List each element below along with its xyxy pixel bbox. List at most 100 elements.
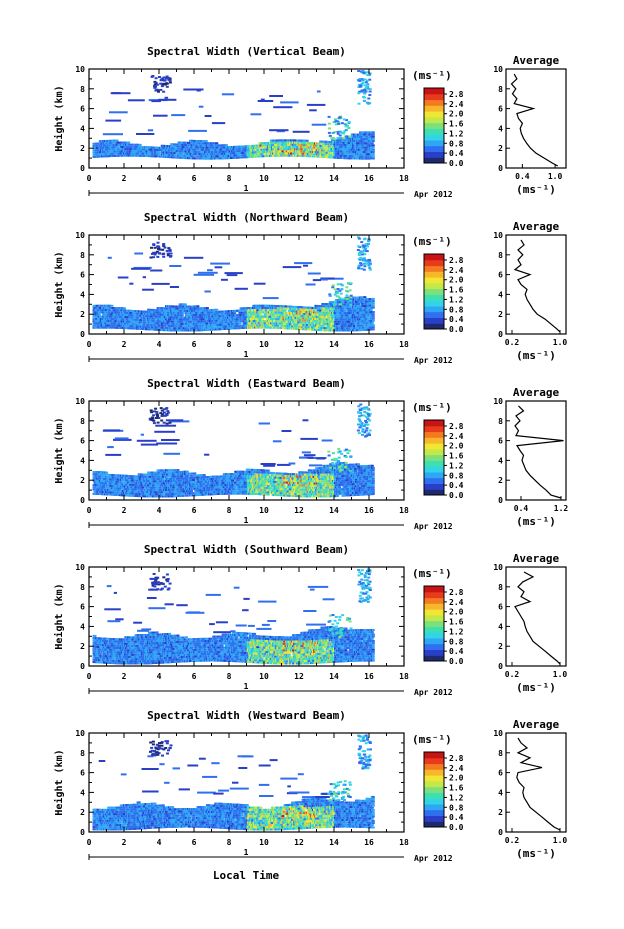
x-tick-label: 8	[227, 174, 232, 183]
heatmap-cell	[197, 271, 218, 274]
heatmap-cell	[178, 156, 182, 159]
heatmap-cell	[293, 143, 297, 146]
heatmap-cell	[133, 323, 137, 326]
heatmap-cell	[345, 139, 349, 142]
heatmap-cell	[363, 135, 367, 138]
heatmap-cell	[266, 324, 270, 327]
heatmap-cell	[371, 137, 375, 140]
heatmap-cell	[301, 154, 305, 157]
heatmap-cell	[262, 297, 279, 300]
heatmap-cell	[157, 252, 161, 255]
heatmap-cell	[282, 266, 302, 269]
heatmap-cell	[253, 320, 257, 323]
heatmap-cell	[205, 307, 209, 310]
heatmap-cell	[92, 315, 96, 318]
heatmap-cell	[357, 245, 361, 248]
heatmap-cell	[110, 313, 114, 316]
heatmap-cell	[150, 269, 163, 272]
heatmap-cell	[371, 304, 375, 307]
heatmap-cell	[366, 131, 370, 134]
heatmap-cell	[181, 312, 185, 315]
heatmap-cell	[241, 154, 245, 157]
heatmap-cell	[199, 140, 203, 143]
heatmap-cell	[316, 90, 321, 93]
heatmap-cell	[205, 309, 209, 312]
heatmap-cell	[236, 322, 240, 325]
heatmap-cell	[168, 248, 172, 251]
heatmap-cell	[371, 313, 375, 316]
heatmap-cell	[347, 127, 351, 129]
heatmap-cell	[205, 146, 209, 149]
heatmap-cell	[276, 324, 280, 327]
heatmap-cell	[133, 152, 137, 155]
y-tick-label: 6	[80, 105, 85, 114]
heatmap-cell	[362, 268, 366, 271]
heatmap-cell	[162, 90, 166, 93]
heatmap-cell	[173, 154, 177, 157]
heatmap-cell	[272, 322, 275, 325]
heatmap-cell	[166, 252, 170, 255]
heatmap-cell	[359, 84, 363, 87]
heatmap-cell	[110, 150, 114, 153]
heatmap-cell	[100, 309, 104, 312]
heatmap-cell	[313, 148, 316, 151]
heatmap-cell	[360, 83, 364, 86]
heatmap-cell	[366, 317, 370, 320]
heatmap-cell	[371, 151, 375, 153]
heatmap-cell	[366, 71, 370, 74]
heatmap-cell	[357, 254, 361, 256]
heatmap-cell	[371, 306, 375, 309]
average-x-tick-label: 1.0	[548, 172, 563, 181]
heatmap-cell	[157, 89, 160, 92]
x-tick-label: 4	[157, 174, 162, 183]
average-x-tick-label: 0.4	[515, 172, 530, 181]
heatmap-cell	[239, 314, 243, 316]
heatmap-cell	[261, 317, 265, 320]
heatmap-cell	[300, 144, 304, 146]
heatmap-cell	[308, 155, 312, 158]
heatmap-cell	[240, 156, 244, 159]
heatmap-cell	[265, 317, 269, 320]
heatmap-cell	[329, 143, 333, 146]
heatmap-cell	[138, 323, 142, 326]
heatmap-cell	[196, 155, 200, 158]
heatmap-cell	[220, 155, 224, 158]
heatmap-cell	[109, 324, 113, 327]
heatmap-cell	[203, 313, 207, 316]
heatmap-cell	[359, 151, 363, 153]
heatmap-cell	[238, 322, 242, 325]
heatmap-cell	[108, 150, 112, 153]
heatmap-cell	[179, 141, 183, 144]
heatmap-cell	[336, 288, 340, 290]
heatmap-cell	[242, 324, 246, 327]
heatmap-cell	[306, 103, 326, 106]
heatmap-cell	[347, 122, 351, 125]
heatmap-cell	[312, 279, 321, 282]
heatmap-cell	[114, 320, 118, 323]
heatmap-cell	[371, 131, 375, 134]
colorbar-swatch	[424, 88, 444, 95]
heatmap-cell	[168, 81, 172, 84]
heatmap-cell	[157, 153, 161, 156]
heatmap-cell	[190, 148, 194, 151]
heatmap-cell	[255, 146, 259, 149]
y-tick-label: 4	[80, 124, 85, 133]
heatmap-cell	[365, 262, 369, 265]
heatmap-cell	[339, 292, 343, 295]
heatmap-cell	[357, 102, 361, 105]
heatmap-cell	[99, 144, 103, 147]
heatmap-cell	[188, 327, 191, 330]
heatmap-cell	[169, 322, 173, 325]
heatmap-cell	[169, 325, 173, 327]
heatmap-cell	[129, 282, 134, 285]
heatmap-cell	[331, 286, 335, 289]
heatmap-cell	[224, 321, 228, 324]
heatmap-cell	[266, 152, 270, 155]
heatmap-cell	[158, 155, 162, 158]
heatmap-cell	[348, 135, 352, 138]
heatmap-cell	[115, 152, 119, 155]
heatmap-cell	[368, 78, 372, 81]
heatmap-cell	[154, 317, 158, 320]
heatmap-cell	[160, 324, 164, 327]
heatmap-cell	[308, 146, 312, 149]
